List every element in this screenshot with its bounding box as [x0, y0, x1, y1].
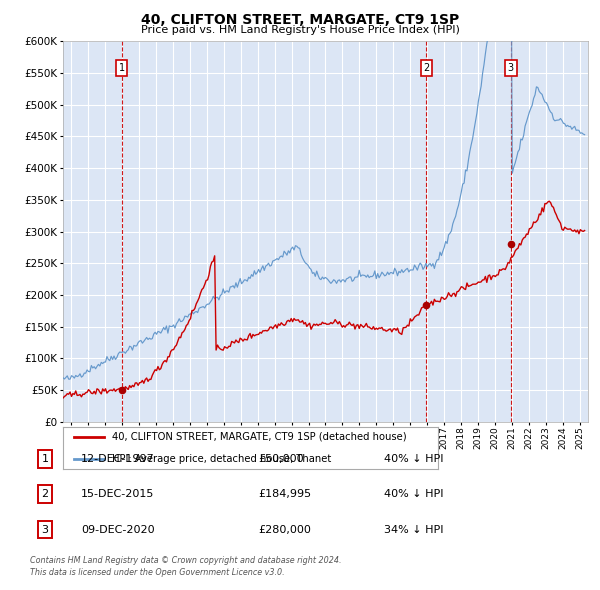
Text: 2: 2 — [424, 63, 430, 73]
Text: 34% ↓ HPI: 34% ↓ HPI — [384, 525, 443, 535]
Text: 40% ↓ HPI: 40% ↓ HPI — [384, 489, 443, 499]
Text: 15-DEC-2015: 15-DEC-2015 — [81, 489, 154, 499]
Text: 12-DEC-1997: 12-DEC-1997 — [81, 454, 155, 464]
Text: Price paid vs. HM Land Registry's House Price Index (HPI): Price paid vs. HM Land Registry's House … — [140, 25, 460, 35]
Text: £280,000: £280,000 — [258, 525, 311, 535]
Text: £50,000: £50,000 — [258, 454, 304, 464]
Text: 3: 3 — [41, 525, 49, 535]
Text: 40% ↓ HPI: 40% ↓ HPI — [384, 454, 443, 464]
Text: 2: 2 — [41, 489, 49, 499]
Text: 40, CLIFTON STREET, MARGATE, CT9 1SP (detached house): 40, CLIFTON STREET, MARGATE, CT9 1SP (de… — [112, 432, 406, 442]
Text: 1: 1 — [41, 454, 49, 464]
Text: £184,995: £184,995 — [258, 489, 311, 499]
Text: Contains HM Land Registry data © Crown copyright and database right 2024.
This d: Contains HM Land Registry data © Crown c… — [30, 556, 341, 577]
Text: 3: 3 — [508, 63, 514, 73]
Text: 09-DEC-2020: 09-DEC-2020 — [81, 525, 155, 535]
Text: 40, CLIFTON STREET, MARGATE, CT9 1SP: 40, CLIFTON STREET, MARGATE, CT9 1SP — [141, 13, 459, 27]
Text: HPI: Average price, detached house, Thanet: HPI: Average price, detached house, Than… — [112, 454, 331, 464]
Text: 1: 1 — [119, 63, 125, 73]
